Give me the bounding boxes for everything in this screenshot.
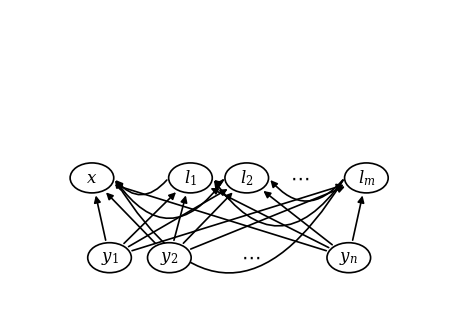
- Circle shape: [327, 243, 370, 273]
- Text: $y_n$: $y_n$: [340, 249, 358, 267]
- Text: $x$: $x$: [86, 169, 98, 187]
- Circle shape: [148, 243, 191, 273]
- Circle shape: [345, 163, 388, 193]
- Circle shape: [88, 243, 131, 273]
- Text: $l_1$: $l_1$: [184, 168, 197, 188]
- Circle shape: [168, 163, 212, 193]
- Text: $l_2$: $l_2$: [240, 168, 253, 188]
- Text: $\cdots$: $\cdots$: [290, 168, 309, 187]
- Circle shape: [70, 163, 114, 193]
- Text: $y_1$: $y_1$: [101, 249, 118, 267]
- Text: $\cdots$: $\cdots$: [241, 248, 260, 267]
- Text: $y_2$: $y_2$: [160, 249, 178, 267]
- Text: $l_m$: $l_m$: [358, 168, 375, 188]
- Circle shape: [225, 163, 269, 193]
